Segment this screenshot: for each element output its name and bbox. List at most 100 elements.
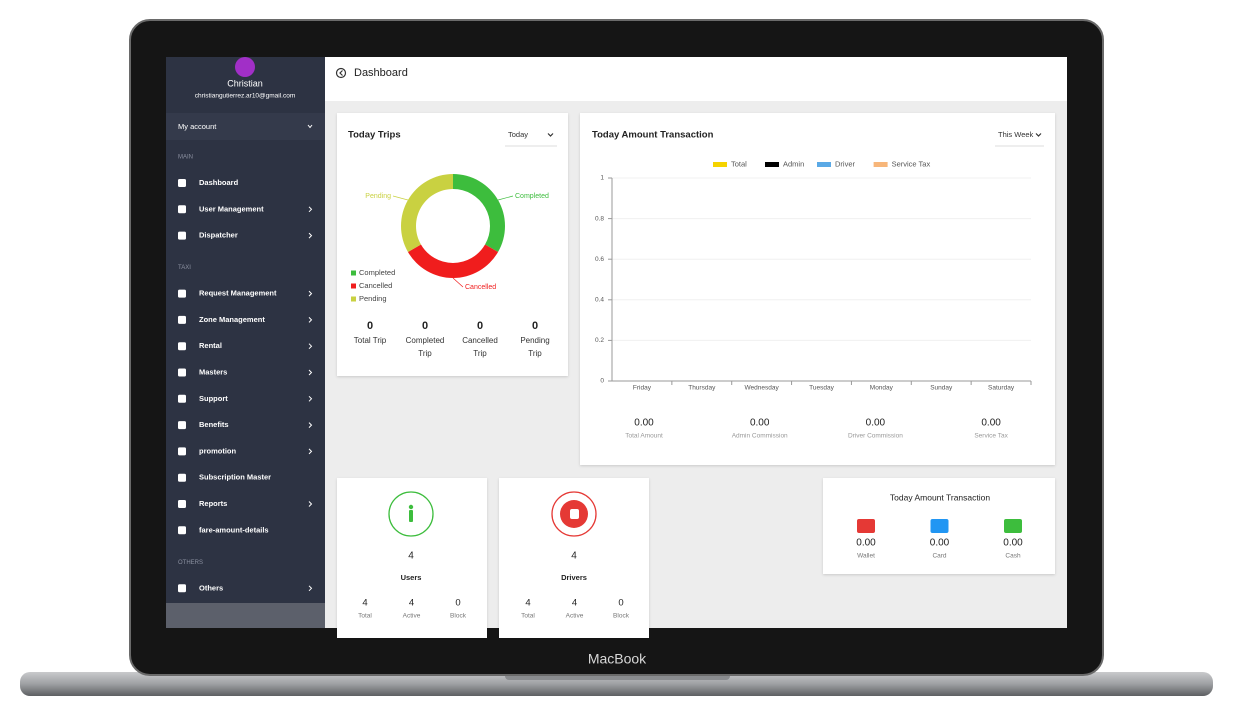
- payment-icon: [857, 519, 875, 533]
- stat-value: 0: [618, 598, 623, 609]
- chevron: [1035, 133, 1042, 137]
- back-button[interactable]: [335, 67, 347, 79]
- stat-label: Total Trip: [354, 336, 387, 345]
- card-title: Today Amount Transaction: [890, 492, 990, 502]
- legend-label: Total: [731, 159, 747, 168]
- callout-line: [497, 195, 514, 201]
- menu-icon: [178, 179, 186, 187]
- avatar[interactable]: [235, 57, 255, 77]
- menu-item: Benefits: [199, 420, 229, 429]
- menu-icon: [178, 584, 186, 593]
- menu-icon: [178, 315, 186, 324]
- x-tick-label: Sunday: [930, 385, 953, 392]
- menu-item: Dispatcher: [199, 231, 238, 240]
- menu-item: fare-amount-details: [199, 525, 269, 534]
- summary-label: Total Amount: [625, 433, 663, 440]
- menu-icon: [178, 500, 186, 508]
- stat-value: 4: [572, 598, 577, 609]
- summary-value: 0.00: [866, 418, 886, 429]
- count: 4: [571, 551, 577, 562]
- chevron: [308, 206, 313, 213]
- stat-value: 0: [367, 320, 373, 332]
- stat-label: Block: [450, 613, 467, 620]
- users-icon: [409, 510, 413, 522]
- summary-value: 0.00: [981, 418, 1001, 429]
- legend-swatch: [713, 162, 727, 167]
- y-tick-label: 1: [600, 175, 604, 182]
- count-label: Users: [401, 573, 422, 582]
- users-icon: [408, 504, 414, 510]
- chevron: [308, 501, 313, 507]
- stat-value: 0: [477, 320, 483, 332]
- stat-label: Total: [358, 613, 372, 620]
- x-tick-label: Thursday: [688, 385, 716, 392]
- legend-label: Admin: [783, 159, 804, 168]
- sidebar: [166, 57, 325, 603]
- drivers-icon: [570, 509, 579, 519]
- y-tick-label: 0.8: [595, 215, 604, 222]
- x-tick-label: Wednesday: [745, 385, 780, 392]
- x-tick-label: Friday: [633, 385, 652, 392]
- donut-segment: [407, 244, 499, 279]
- chevron: [308, 290, 313, 297]
- stat-value: 0: [532, 320, 538, 332]
- y-tick-label: 0.4: [595, 297, 604, 304]
- y-tick-label: 0.6: [595, 256, 604, 263]
- card-title: Today Trips: [348, 130, 401, 141]
- callout-line: [452, 277, 464, 288]
- menu-item: Rental: [199, 341, 222, 350]
- payment-icon: [930, 519, 949, 533]
- card: [580, 113, 1055, 465]
- legend-swatch: [351, 283, 356, 289]
- donut-segment: [453, 174, 506, 252]
- section-title: OTHERS: [178, 560, 203, 566]
- stat-value: 4: [525, 598, 530, 609]
- header: [325, 57, 1067, 101]
- menu-item: Support: [199, 394, 228, 403]
- summary-label: Driver Commission: [848, 433, 903, 440]
- filter[interactable]: This Week: [998, 130, 1034, 139]
- menu-item: Reports: [199, 499, 227, 508]
- menu-icon: [178, 231, 186, 240]
- card: [337, 478, 487, 638]
- count: 4: [408, 551, 414, 562]
- legend-label: Completed: [359, 268, 395, 277]
- back-arrow: [339, 70, 343, 76]
- legend-swatch: [351, 296, 356, 302]
- legend-swatch: [351, 270, 356, 276]
- menu-item: Subscription Master: [199, 473, 271, 482]
- menu-icon: [178, 421, 186, 430]
- menu-item: Zone Management: [199, 315, 265, 324]
- menu-item: promotion: [199, 446, 236, 455]
- account-menu[interactable]: [166, 113, 325, 140]
- stat-value: 0: [422, 320, 428, 332]
- stat-label: Completed Trip: [406, 336, 445, 358]
- callout-line: [392, 195, 409, 201]
- x-tick-label: Tuesday: [809, 385, 834, 392]
- card: [337, 113, 568, 376]
- section-title: TAXI: [178, 265, 191, 271]
- stat-value: 0: [455, 598, 460, 609]
- card-title: Today Amount Transaction: [592, 130, 714, 141]
- menu-item: Masters: [199, 367, 227, 376]
- menu-icon: [178, 289, 186, 298]
- chevron: [308, 343, 313, 350]
- menu-icon: [178, 394, 186, 403]
- payment-label: Cash: [1005, 553, 1021, 560]
- count-label: Drivers: [561, 573, 587, 582]
- donut-segment: [401, 174, 453, 252]
- stat-value: 4: [362, 598, 367, 609]
- chevron: [308, 448, 313, 455]
- legend-swatch: [873, 162, 888, 167]
- menu-icon: [178, 205, 186, 214]
- menu-item: User Management: [199, 204, 264, 213]
- chevron: [308, 369, 313, 376]
- callout-label: Completed: [515, 193, 549, 200]
- payment-value: 0.00: [1003, 538, 1023, 549]
- filter[interactable]: Today: [508, 130, 528, 139]
- account-menu-label: My account: [178, 122, 217, 131]
- legend-swatch: [817, 162, 831, 167]
- user-email: christiangutierrez.ar10@gmail.com: [195, 93, 296, 100]
